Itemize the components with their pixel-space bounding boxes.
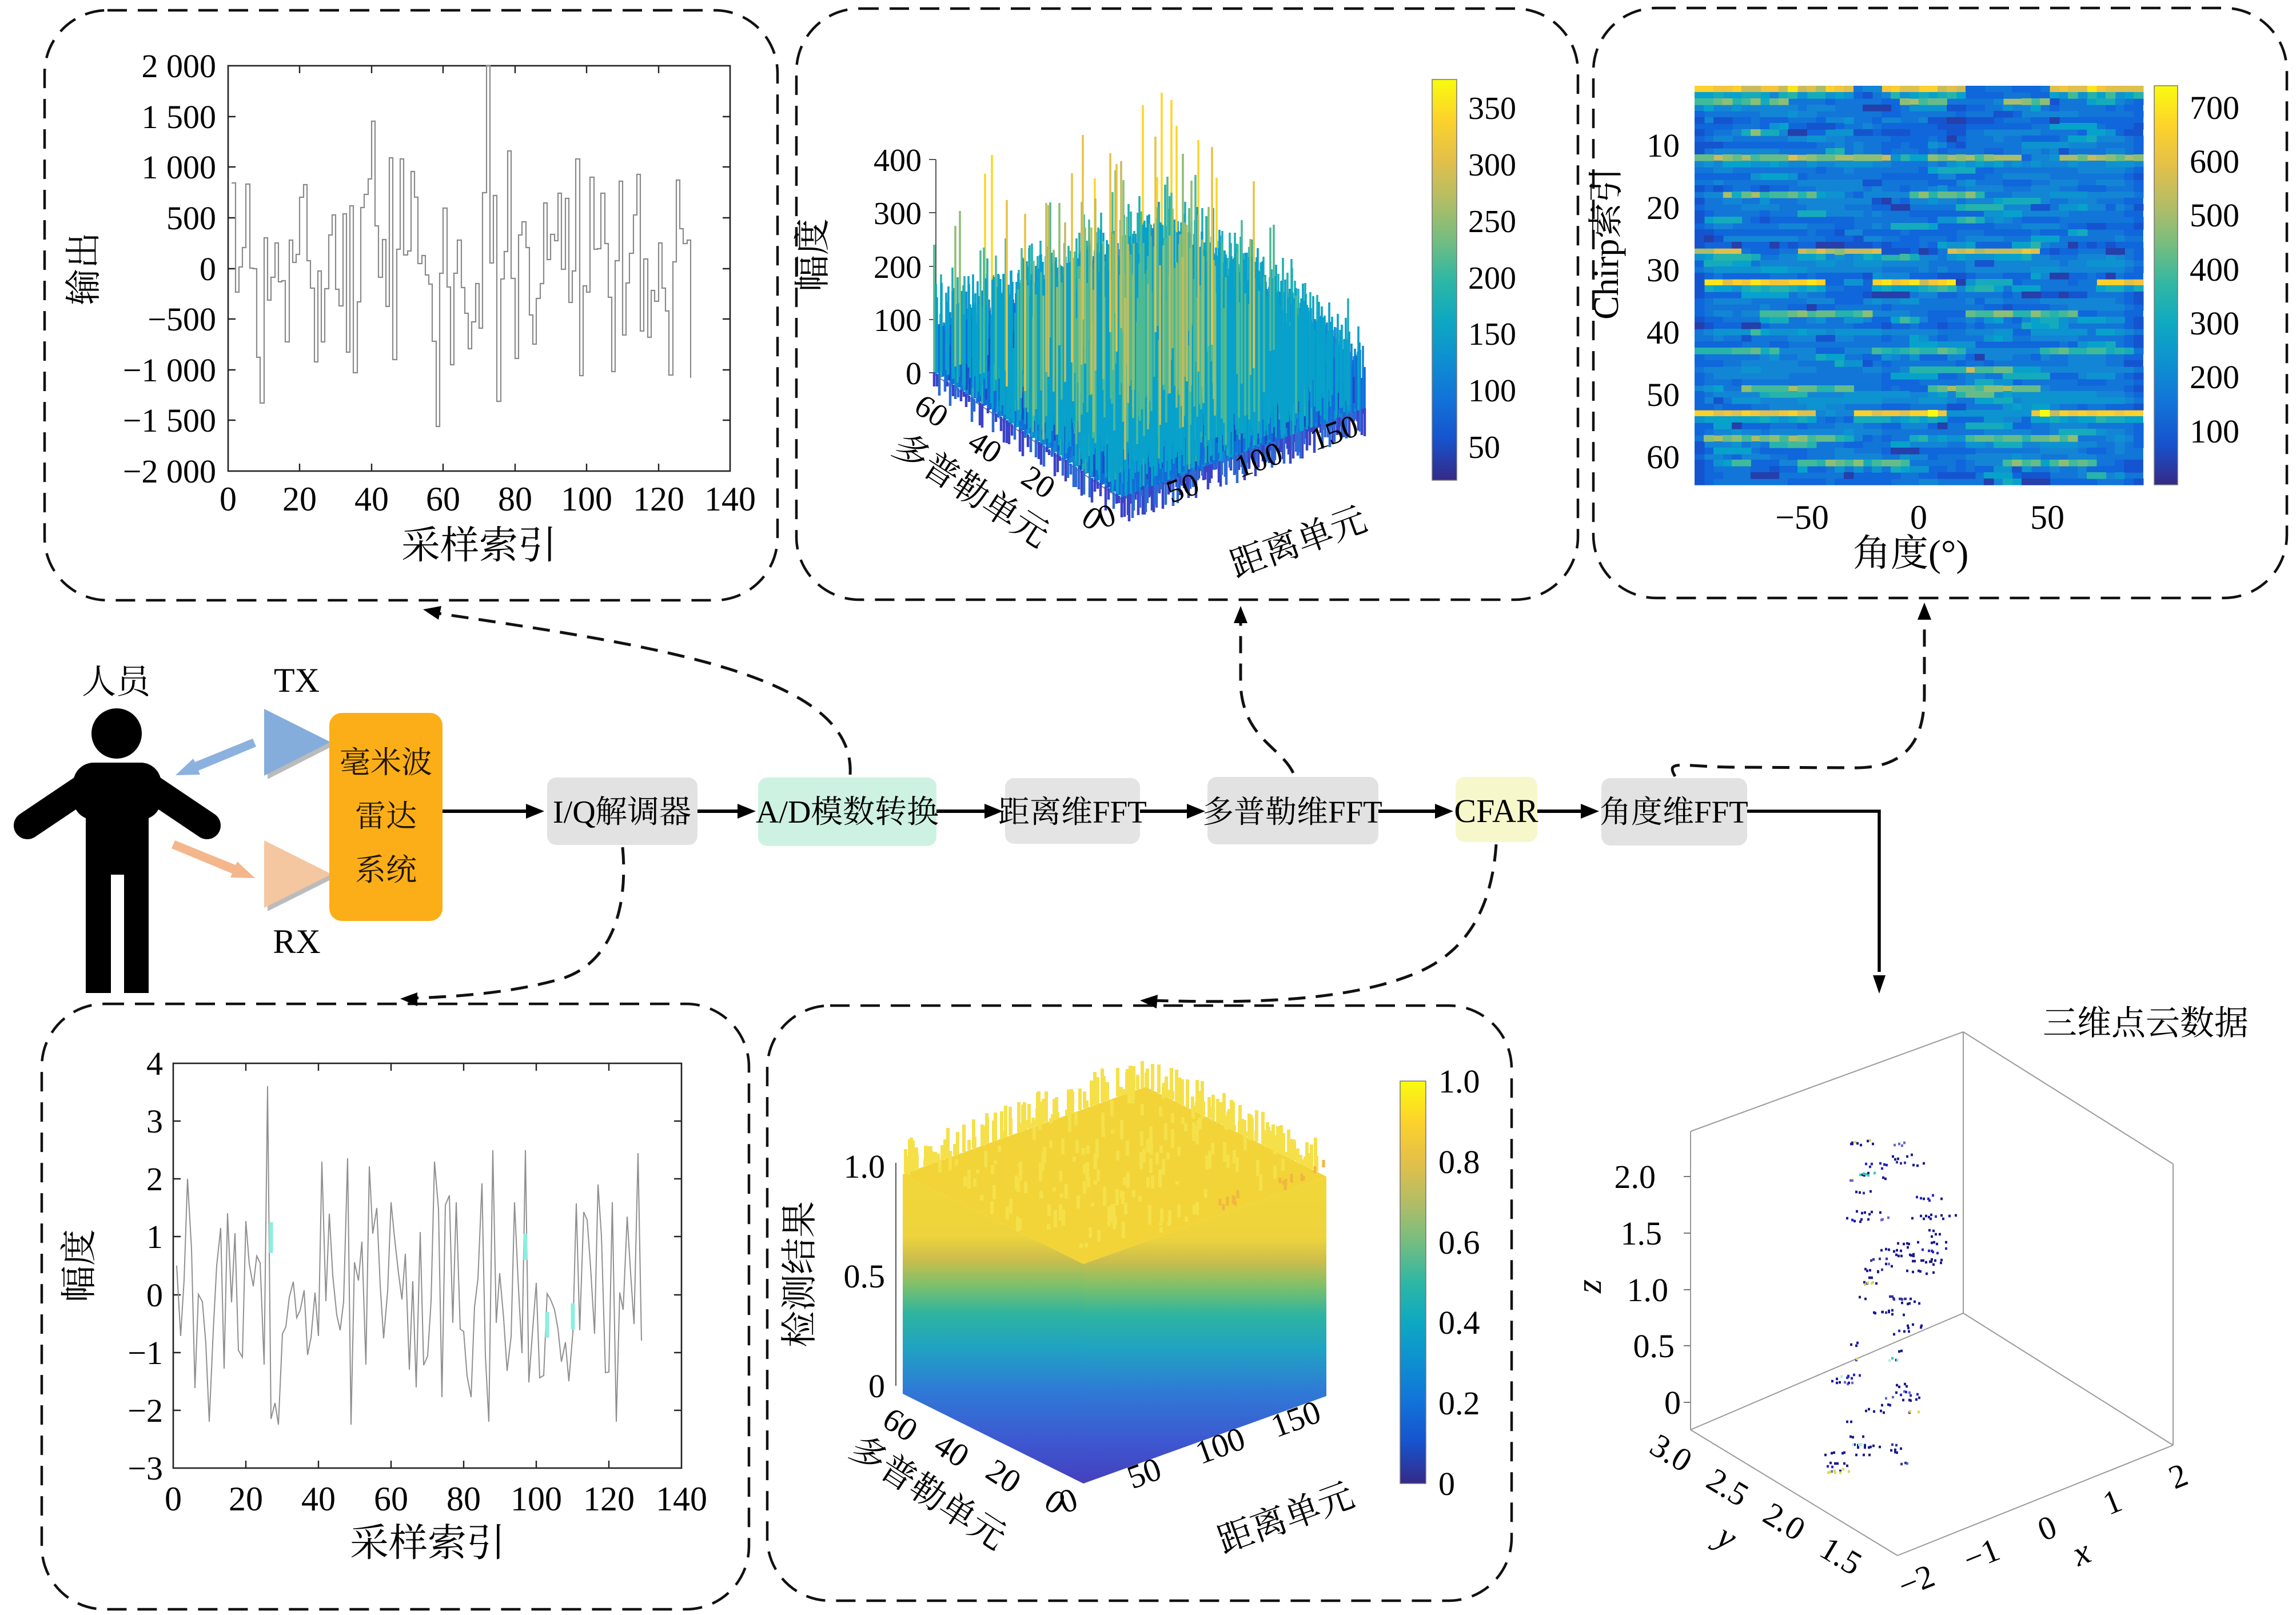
svg-text:1.5: 1.5 — [1621, 1215, 1663, 1252]
svg-text:4: 4 — [146, 1045, 163, 1082]
svg-text:1 000: 1 000 — [142, 149, 217, 186]
svg-text:50: 50 — [1647, 376, 1680, 413]
svg-text:100: 100 — [511, 1480, 562, 1518]
svg-text:100: 100 — [2190, 413, 2239, 450]
svg-text:0: 0 — [868, 1367, 885, 1405]
svg-text:0: 0 — [146, 1277, 163, 1314]
svg-text:400: 400 — [874, 143, 922, 178]
svg-text:50: 50 — [2030, 499, 2064, 536]
svg-text:0.5: 0.5 — [1633, 1327, 1675, 1365]
svg-text:40: 40 — [354, 480, 389, 518]
svg-text:−500: −500 — [148, 301, 216, 338]
svg-text:−2 000: −2 000 — [123, 453, 216, 490]
svg-text:60: 60 — [426, 480, 460, 518]
svg-text:0.6: 0.6 — [1438, 1224, 1480, 1261]
svg-text:0.8: 0.8 — [1438, 1143, 1480, 1181]
svg-text:0: 0 — [200, 250, 216, 288]
svg-text:120: 120 — [633, 480, 684, 518]
svg-text:250: 250 — [1468, 204, 1516, 240]
svg-text:I/Q: I/Q — [553, 795, 596, 830]
svg-text:30: 30 — [1647, 252, 1680, 289]
svg-text:3: 3 — [146, 1103, 163, 1140]
svg-text:60: 60 — [374, 1480, 408, 1518]
svg-text:350: 350 — [1468, 91, 1516, 126]
svg-text:1.0: 1.0 — [844, 1148, 886, 1185]
svg-text:150: 150 — [1468, 317, 1516, 352]
svg-text:20: 20 — [282, 480, 317, 518]
svg-text:200: 200 — [2190, 358, 2239, 396]
svg-text:700: 700 — [2190, 89, 2239, 126]
svg-text:400: 400 — [2190, 251, 2239, 288]
svg-text:80: 80 — [447, 1480, 481, 1518]
svg-text:100: 100 — [561, 480, 612, 518]
svg-text:1.0: 1.0 — [1438, 1063, 1480, 1100]
svg-text:0.2: 0.2 — [1438, 1385, 1480, 1422]
svg-text:2 000: 2 000 — [142, 47, 217, 85]
svg-text:FFT: FFT — [1694, 795, 1748, 830]
svg-text:140: 140 — [704, 480, 756, 518]
svg-text:100: 100 — [874, 303, 922, 338]
svg-text:−2: −2 — [127, 1392, 163, 1429]
svg-text:0: 0 — [165, 1480, 182, 1518]
svg-text:FFT: FFT — [1093, 795, 1147, 830]
svg-text:40: 40 — [1647, 314, 1680, 351]
svg-text:−1: −1 — [127, 1334, 163, 1371]
svg-text:1 500: 1 500 — [142, 98, 217, 135]
svg-text:0: 0 — [1664, 1384, 1681, 1421]
svg-text:40: 40 — [301, 1480, 336, 1518]
svg-text:0.5: 0.5 — [844, 1258, 886, 1295]
svg-text:200: 200 — [1468, 261, 1516, 296]
svg-text:FFT: FFT — [1328, 795, 1382, 830]
svg-text:500: 500 — [166, 200, 216, 237]
svg-text:300: 300 — [2190, 305, 2239, 342]
svg-text:0: 0 — [220, 480, 237, 518]
svg-text:−1 500: −1 500 — [123, 402, 216, 439]
svg-text:A/D: A/D — [756, 795, 811, 830]
svg-text:2.0: 2.0 — [1615, 1158, 1656, 1195]
svg-text:500: 500 — [2190, 197, 2239, 234]
svg-text:20: 20 — [1647, 189, 1680, 226]
svg-text:50: 50 — [1468, 430, 1500, 465]
svg-text:TX: TX — [274, 661, 320, 699]
svg-text:200: 200 — [874, 250, 922, 285]
svg-text:300: 300 — [874, 196, 922, 232]
svg-text:−3: −3 — [127, 1450, 163, 1487]
svg-text:z: z — [1570, 1279, 1609, 1294]
svg-text:−50: −50 — [1775, 499, 1829, 536]
svg-text:0: 0 — [1438, 1465, 1455, 1502]
svg-text:(°): (°) — [1928, 533, 1968, 575]
svg-text:0: 0 — [906, 356, 922, 392]
svg-text:0.4: 0.4 — [1438, 1304, 1480, 1341]
svg-text:60: 60 — [1647, 438, 1680, 476]
svg-text:2: 2 — [146, 1161, 163, 1198]
svg-text:10: 10 — [1647, 127, 1680, 164]
svg-text:−1 000: −1 000 — [123, 352, 216, 389]
svg-text:RX: RX — [273, 923, 320, 960]
svg-text:120: 120 — [583, 1480, 635, 1518]
svg-text:20: 20 — [229, 1480, 263, 1518]
svg-text:1: 1 — [146, 1218, 163, 1255]
svg-text:CFAR: CFAR — [1454, 792, 1538, 830]
svg-text:80: 80 — [498, 480, 532, 518]
svg-text:600: 600 — [2190, 143, 2239, 180]
svg-text:Chirp: Chirp — [1587, 239, 1626, 320]
svg-text:1.0: 1.0 — [1627, 1271, 1669, 1309]
svg-text:0: 0 — [1910, 499, 1927, 536]
svg-text:140: 140 — [656, 1480, 707, 1518]
svg-text:100: 100 — [1468, 373, 1516, 409]
svg-text:300: 300 — [1468, 147, 1516, 183]
